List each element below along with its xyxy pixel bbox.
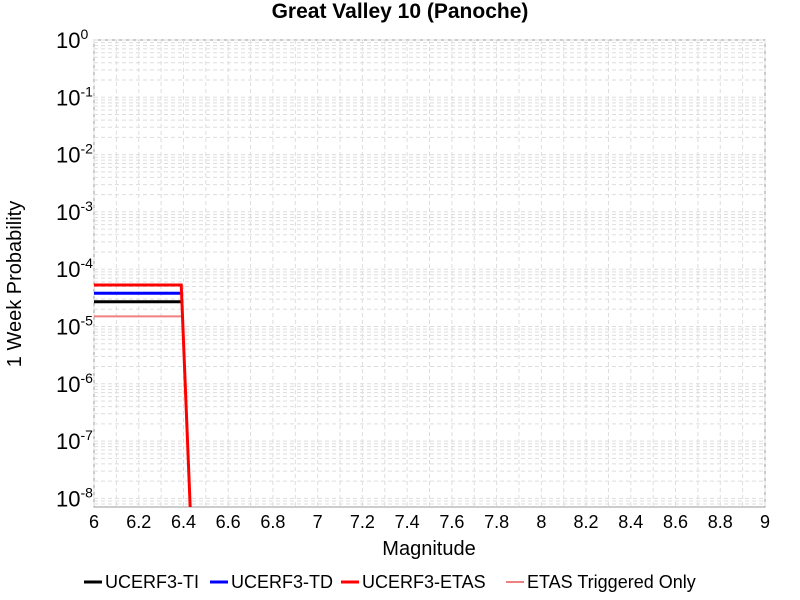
y-tick-label: 10-3 [56, 198, 93, 225]
y-tick-label: 10-7 [56, 427, 93, 454]
x-tick-label: 7.2 [350, 512, 375, 532]
y-tick-label: 10-4 [56, 255, 93, 282]
x-tick-label: 8.2 [574, 512, 599, 532]
y-tick-labels: 100 10-1 10-2 10-3 10-4 10-5 10-6 10-7 10-8 [56, 26, 93, 511]
y-tick-label: 10-6 [56, 370, 93, 397]
x-tick-label: 7.8 [484, 512, 509, 532]
y-axis-label: 1 Week Probability [4, 201, 26, 367]
x-axis-label: Magnitude [382, 538, 475, 560]
legend-label: ETAS Triggered Only [527, 572, 696, 592]
x-tick-label: 8 [536, 512, 546, 532]
series-layer [94, 283, 192, 507]
x-tick-label: 7.4 [395, 512, 420, 532]
legend: UCERF3-TI UCERF3-TD UCERF3-ETAS ETAS Trigge… [84, 572, 696, 592]
x-tick-label: 7.6 [439, 512, 464, 532]
x-tick-label: 7 [313, 512, 323, 532]
series-line-ucerf3-etas [94, 283, 192, 507]
x-tick-label: 9 [760, 512, 770, 532]
y-tick-label: 10-5 [56, 313, 93, 340]
grid [93, 39, 766, 507]
x-tick-label: 8.4 [618, 512, 643, 532]
x-tick-label: 6 [89, 512, 99, 532]
x-tick-label: 8.8 [708, 512, 733, 532]
y-tick-label: 10-1 [56, 83, 93, 110]
x-tick-label: 6.8 [260, 512, 285, 532]
x-tick-label: 6.4 [171, 512, 196, 532]
y-tick-label: 10-8 [56, 484, 93, 511]
y-tick-label: 100 [56, 26, 88, 53]
x-tick-label: 6.2 [126, 512, 151, 532]
legend-label: UCERF3-TD [231, 572, 333, 592]
x-tick-labels: 6 6.2 6.4 6.6 6.8 7 7.2 7.4 7.6 7.8 8 8.2 8.4 8.6 8.8 9 [89, 512, 770, 532]
legend-label: UCERF3-ETAS [362, 572, 486, 592]
y-tick-label: 10-2 [56, 141, 93, 168]
legend-label: UCERF3-TI [105, 572, 199, 592]
x-tick-label: 8.6 [663, 512, 688, 532]
chart-title: Great Valley 10 (Panoche) [272, 0, 529, 23]
x-tick-label: 6.6 [216, 512, 241, 532]
